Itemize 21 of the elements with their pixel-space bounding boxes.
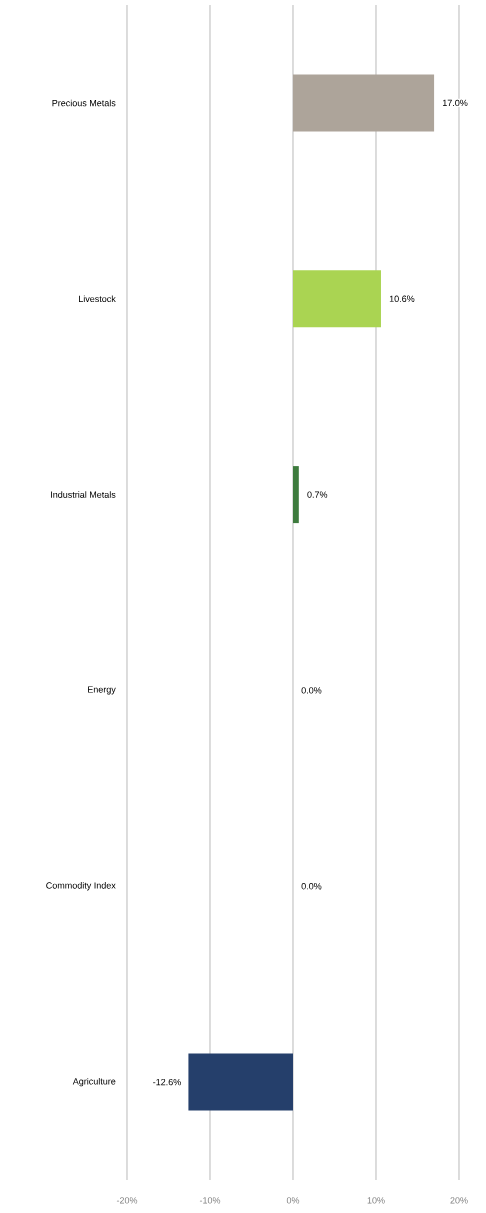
data-label: -12.6% (153, 1078, 181, 1086)
data-label: 0.0% (301, 883, 322, 890)
y-tick-label: Energy (88, 686, 116, 695)
x-tick-label: 20% (450, 1197, 468, 1204)
y-tick-label: Industrial Metals (51, 491, 116, 498)
data-label: 0.0% (301, 687, 322, 694)
y-tick-label: Agriculture (72, 1077, 116, 1087)
bar (292, 270, 381, 328)
bar (292, 74, 435, 132)
data-label: 0.7% (307, 491, 328, 498)
x-tick-label: -20% (116, 1197, 138, 1204)
bar (292, 466, 299, 524)
data-label: 17.0% (442, 99, 468, 107)
data-label: 10.6% (389, 295, 415, 302)
x-tick-label: 10% (367, 1197, 385, 1204)
y-tick-label: Livestock (79, 295, 116, 303)
y-tick-label: Precious Metals (52, 99, 116, 107)
x-tick-label: -10% (199, 1197, 221, 1204)
x-tick-label: 0% (286, 1197, 300, 1204)
y-tick-label: Commodity Index (46, 882, 116, 891)
bar (188, 1053, 293, 1111)
